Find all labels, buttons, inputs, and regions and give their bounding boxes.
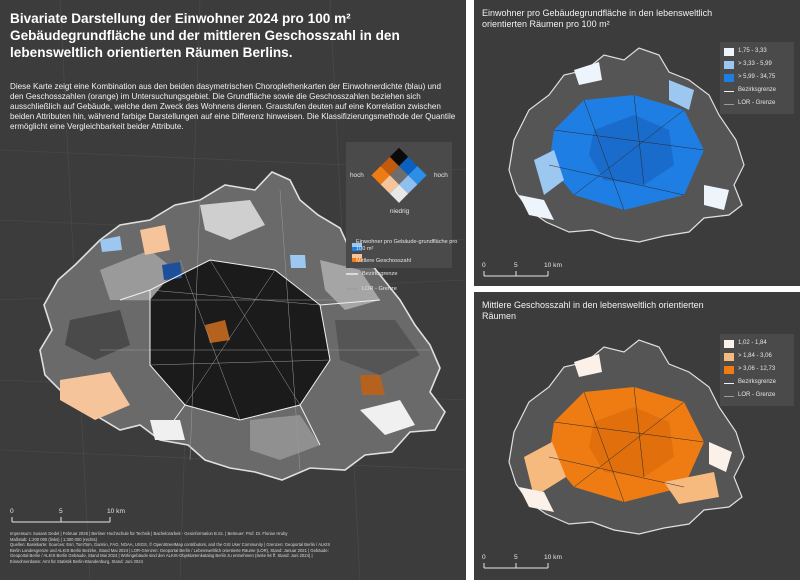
floors-legend: 1,02 - 1,84 > 1,84 - 3,06 > 3,06 - 12,73… <box>720 334 794 406</box>
density-legend: 1,75 - 3,33 > 3,33 - 5,99 > 5,99 - 34,75… <box>720 42 794 114</box>
legend-label: LOR - Grenze <box>738 392 776 398</box>
map-description: Diese Karte zeigt eine Kombination aus d… <box>10 82 456 131</box>
legend-niedrig: niedrig <box>390 208 410 215</box>
bivariate-legend: hoch hoch niedrig <box>346 142 452 268</box>
scale-tick-10: 10 km <box>544 554 562 561</box>
scale-tick-0: 0 <box>482 554 486 561</box>
legend-label: > 1,84 - 3,06 <box>738 353 772 359</box>
legend-label: > 3,06 - 12,73 <box>738 366 776 372</box>
scale-bar: 0 5 10 km <box>482 554 562 574</box>
legend-label: > 5,99 - 34,75 <box>738 74 776 80</box>
scale-bar: 0 5 10 km <box>482 262 562 282</box>
legend-label: LOR - Grenze <box>738 100 776 106</box>
scale-tick-10: 10 km <box>107 508 125 515</box>
district-lines <box>119 259 381 446</box>
scale-bar: 0 5 10 km <box>10 508 130 528</box>
legend-blue-label: Einwohner pro Gebäude-grundfläche pro 10… <box>356 239 458 252</box>
map-title: Bivariate Darstellung der Einwohner 2024… <box>10 11 400 60</box>
scale-tick-0: 0 <box>10 508 14 515</box>
floors-map <box>508 339 745 535</box>
legend-swatch <box>724 353 734 361</box>
credit-line: Geoportal Berlin / ALKIS Berlin Gebäude,… <box>10 553 313 559</box>
scale-tick-0: 0 <box>482 262 486 269</box>
lor-line-swatch <box>724 104 734 105</box>
district-line-swatch <box>724 91 734 92</box>
legend-line-swatches <box>346 273 358 290</box>
legend-label: > 3,33 - 5,99 <box>738 61 772 67</box>
credit-line: Berlin Landesgrenze und ALKIS Berlin Bez… <box>10 547 329 553</box>
legend-orange-label: Mittlere Geschosszahl <box>356 258 412 264</box>
lor-lines <box>100 189 430 471</box>
legend-district-label: Bezirksgrenze <box>362 271 398 277</box>
bivariate-map-panel: Bivariate Darstellung der Einwohner 2024… <box>0 0 466 580</box>
legend-swatch <box>724 340 734 348</box>
legend-label: Bezirksgrenze <box>738 87 777 93</box>
legend-label: Bezirksgrenze <box>738 379 777 385</box>
legend-swatch <box>724 366 734 374</box>
credits: Impressum: Susann Dedel | Februar 2025 |… <box>10 531 370 565</box>
density-map-panel: Einwohner pro Gebäudegrundfläche in den … <box>474 0 800 286</box>
credit-line: Impressum: Susann Dedel | Februar 2025 |… <box>10 531 288 536</box>
lor-line-swatch <box>724 396 734 397</box>
floors-map-panel: Mittlere Geschosszahl in den lebensweltl… <box>474 292 800 580</box>
floors-map-title: Mittlere Geschosszahl in den lebensweltl… <box>482 300 704 321</box>
bivariate-legend-grid <box>352 147 427 262</box>
legend-swatch <box>724 61 734 69</box>
scale-tick-5: 5 <box>514 554 518 561</box>
scale-tick-5: 5 <box>514 262 518 269</box>
legend-hoch-right: hoch <box>434 172 448 179</box>
legend-label: 1,02 - 1,84 <box>738 340 767 346</box>
scale-tick-10: 10 km <box>544 262 562 269</box>
legend-swatch <box>724 48 734 56</box>
legend-label: 1,75 - 3,33 <box>738 48 767 54</box>
credit-line: Einwohnerdaten: Amt für Statistik Berlin… <box>10 558 143 564</box>
legend-swatch <box>724 74 734 82</box>
legend-hoch-left: hoch <box>350 172 364 179</box>
district-line-swatch <box>724 383 734 384</box>
credit-line: Quellen: Basiskarte: Sources: Esri, TomT… <box>10 542 331 548</box>
density-map <box>508 47 745 243</box>
density-map-title: Einwohner pro Gebäudegrundfläche in den … <box>482 8 713 29</box>
credit-line: Maßstab: 1:200 000 (links) | 1:300 000 (… <box>10 536 97 542</box>
bivariate-map <box>0 0 466 580</box>
scale-tick-5: 5 <box>59 508 63 515</box>
legend-lor-label: LOR - Grenze <box>362 286 397 292</box>
